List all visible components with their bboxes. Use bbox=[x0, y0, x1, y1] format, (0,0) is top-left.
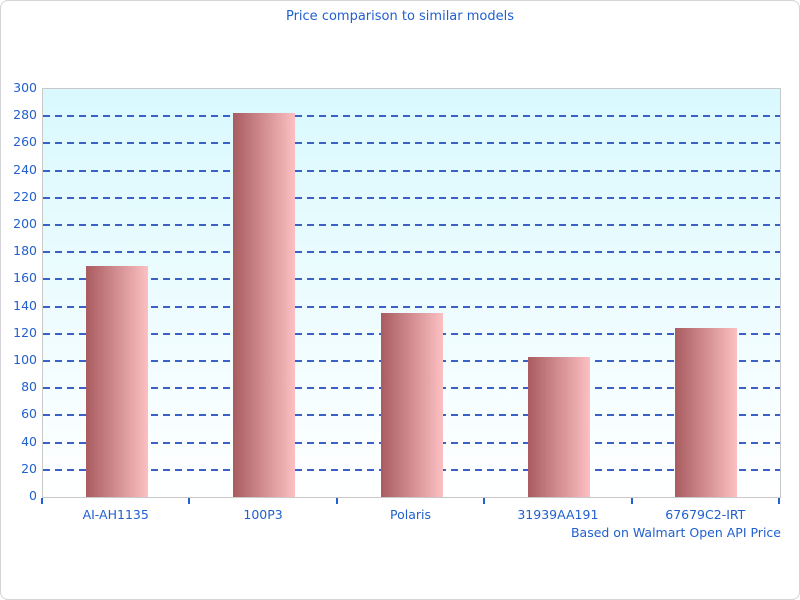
x-axis-tick bbox=[335, 498, 338, 504]
gridline-280 bbox=[43, 115, 780, 118]
y-tick-label-220: 220 bbox=[13, 188, 37, 204]
gridline-220 bbox=[43, 196, 780, 199]
bar-31939AA191 bbox=[527, 356, 590, 497]
source-note: Based on Walmart Open API Price bbox=[570, 525, 781, 540]
y-tick-label-140: 140 bbox=[13, 297, 37, 313]
y-tick-label-240: 240 bbox=[13, 161, 37, 177]
bar-AI-AH1135 bbox=[85, 265, 148, 497]
x-axis-tick bbox=[778, 498, 780, 504]
bar-67679C2-IRT bbox=[675, 328, 738, 497]
x-axis-tick bbox=[630, 498, 633, 504]
x-axis-tick bbox=[188, 498, 191, 504]
y-tick-label-260: 260 bbox=[13, 134, 37, 150]
gridline-240 bbox=[43, 169, 780, 172]
x-tick-label-100P3: 100P3 bbox=[243, 507, 283, 522]
gridline-260 bbox=[43, 142, 780, 145]
y-tick-label-0: 0 bbox=[29, 488, 37, 503]
y-tick-label-20: 20 bbox=[21, 460, 37, 476]
y-tick-label-100: 100 bbox=[13, 352, 37, 367]
x-tick-label-31939AA191: 31939AA191 bbox=[517, 507, 599, 522]
y-tick-label-60: 60 bbox=[21, 406, 37, 422]
gridline-180 bbox=[43, 251, 780, 254]
y-tick-label-200: 200 bbox=[13, 216, 37, 231]
gridline-160 bbox=[43, 278, 780, 281]
x-axis-tick bbox=[483, 498, 486, 504]
y-tick-label-300: 300 bbox=[13, 80, 37, 95]
gridline-140 bbox=[43, 305, 780, 308]
bar-100P3 bbox=[233, 113, 296, 497]
y-tick-label-40: 40 bbox=[21, 433, 37, 449]
gridline-200 bbox=[43, 224, 780, 226]
x-tick-label-67679C2-IRT: 67679C2-IRT bbox=[665, 507, 746, 522]
x-tick-label-AI-AH1135: AI-AH1135 bbox=[82, 507, 149, 522]
plot-area bbox=[42, 88, 781, 498]
chart-title: Price comparison to similar models bbox=[285, 9, 515, 24]
y-tick-label-280: 280 bbox=[13, 107, 37, 123]
x-tick-label-Polaris: Polaris bbox=[389, 507, 431, 522]
y-tick-label-120: 120 bbox=[13, 324, 37, 340]
x-axis-tick bbox=[41, 498, 43, 504]
bar-Polaris bbox=[380, 313, 443, 497]
y-tick-label-80: 80 bbox=[21, 379, 37, 395]
y-tick-label-180: 180 bbox=[13, 243, 37, 259]
y-tick-label-160: 160 bbox=[13, 270, 37, 286]
